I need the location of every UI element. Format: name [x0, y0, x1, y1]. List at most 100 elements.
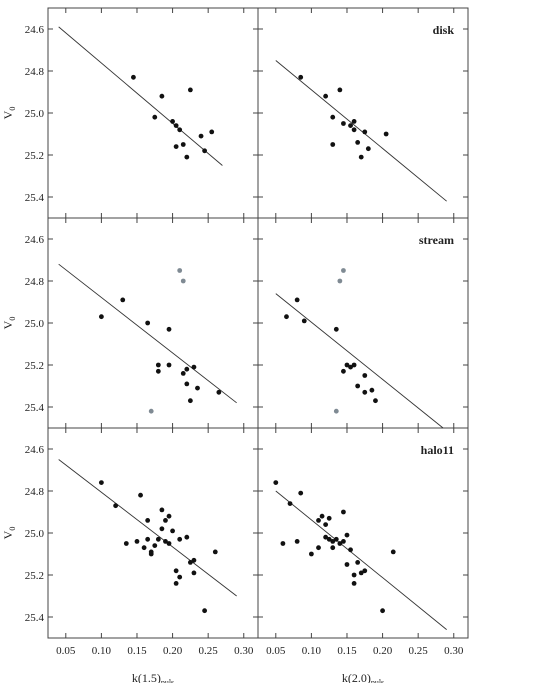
data-point: [177, 127, 183, 133]
data-point: [373, 398, 378, 404]
data-point: [123, 541, 129, 546]
data-point: [141, 545, 147, 551]
x-axis-title-main: k(2.0): [342, 671, 371, 683]
data-point: [390, 549, 396, 555]
data-point: [351, 119, 357, 124]
data-point: [351, 581, 357, 586]
data-point: [330, 114, 336, 120]
y-axis-title: V0: [1, 527, 17, 540]
data-point: [341, 121, 346, 126]
data-point: [326, 515, 332, 521]
y-tick-label: 25.4: [25, 192, 45, 204]
y-axis: 24.624.825.025.225.4V024.624.825.025.225…: [1, 24, 45, 624]
x-axis-title-main: k(1.5): [132, 671, 161, 683]
x-tick-label: 0.10: [302, 645, 322, 657]
data-point: [362, 373, 368, 378]
fit-lines: [58, 26, 447, 630]
data-point: [98, 480, 104, 485]
data-point: [173, 581, 179, 586]
data-point: [187, 560, 193, 565]
y-tick-label: 24.8: [25, 66, 45, 78]
data-point: [195, 385, 200, 391]
y-tick-label: 25.0: [25, 528, 45, 540]
data-point: [287, 501, 293, 506]
data-point: [113, 503, 119, 509]
data-point: [351, 362, 357, 368]
data-point: [173, 144, 179, 150]
data-point: [326, 536, 332, 542]
data-point: [316, 545, 321, 551]
y-tick-label: 24.6: [25, 24, 45, 36]
data-point: [145, 518, 151, 523]
fit-line-1-1: [275, 293, 444, 429]
data-point: [166, 513, 172, 519]
data-point: [348, 364, 353, 370]
data-point: [355, 560, 361, 565]
data-point: [341, 539, 346, 544]
data-point: [323, 93, 329, 99]
data-point: [187, 398, 193, 404]
data-point: [145, 320, 151, 326]
data-point: [330, 539, 336, 544]
data-point: [170, 119, 175, 124]
panel-labels: disk stream halo11: [419, 23, 454, 457]
data-point: [341, 368, 346, 374]
y-axis-title-subscript: 0: [8, 107, 17, 111]
data-point: [337, 87, 343, 93]
data-point: [134, 539, 140, 544]
data-point: [145, 536, 151, 542]
data-point: [369, 387, 375, 393]
x-axis-title-subscript: puls: [371, 678, 384, 683]
y-tick-label: 24.8: [25, 486, 45, 498]
y-axis-title-main: V: [1, 320, 15, 329]
x-tick-label: 0.25: [199, 645, 219, 657]
data-point: [348, 547, 353, 553]
data-point: [159, 526, 165, 532]
data-point: [184, 381, 190, 387]
y-tick-label: 25.2: [25, 570, 44, 582]
data-point: [344, 362, 350, 368]
fit-line-0-0: [58, 26, 223, 166]
x-tick-label: 0.30: [234, 645, 254, 657]
data-point: [365, 146, 371, 152]
data-point: [298, 490, 304, 496]
y-axis-title-subscript: 0: [8, 317, 17, 321]
data-point: [191, 570, 197, 576]
excluded-data-point: [341, 268, 346, 273]
y-tick-label: 25.4: [25, 612, 45, 624]
panel-label: stream: [419, 233, 454, 247]
data-point: [280, 541, 286, 546]
data-point: [180, 371, 186, 376]
panel-label: halo11: [421, 443, 454, 457]
data-point: [202, 148, 208, 154]
fit-line-0-1: [275, 60, 447, 202]
data-point: [191, 364, 197, 370]
x-tick-label: 0.15: [127, 645, 147, 657]
data-point: [163, 539, 168, 544]
data-point: [198, 133, 204, 139]
data-point: [191, 557, 197, 563]
data-point: [152, 114, 158, 120]
excluded-data-point: [337, 278, 343, 284]
data-point: [358, 570, 364, 576]
data-point: [212, 549, 218, 555]
data-point: [155, 368, 161, 374]
data-point: [308, 551, 314, 557]
data-point: [362, 389, 368, 395]
data-point: [166, 326, 172, 332]
x-tick-label: 0.20: [163, 645, 183, 657]
data-point: [298, 74, 304, 80]
data-point: [152, 543, 158, 548]
y-axis-title-main: V: [1, 110, 15, 119]
y-tick-label: 24.6: [25, 444, 45, 456]
data-point: [180, 142, 186, 147]
data-point: [323, 534, 329, 540]
data-point: [173, 568, 179, 574]
data-point: [187, 87, 193, 93]
data-point: [177, 536, 183, 542]
data-point: [362, 129, 368, 135]
data-point: [159, 93, 165, 99]
